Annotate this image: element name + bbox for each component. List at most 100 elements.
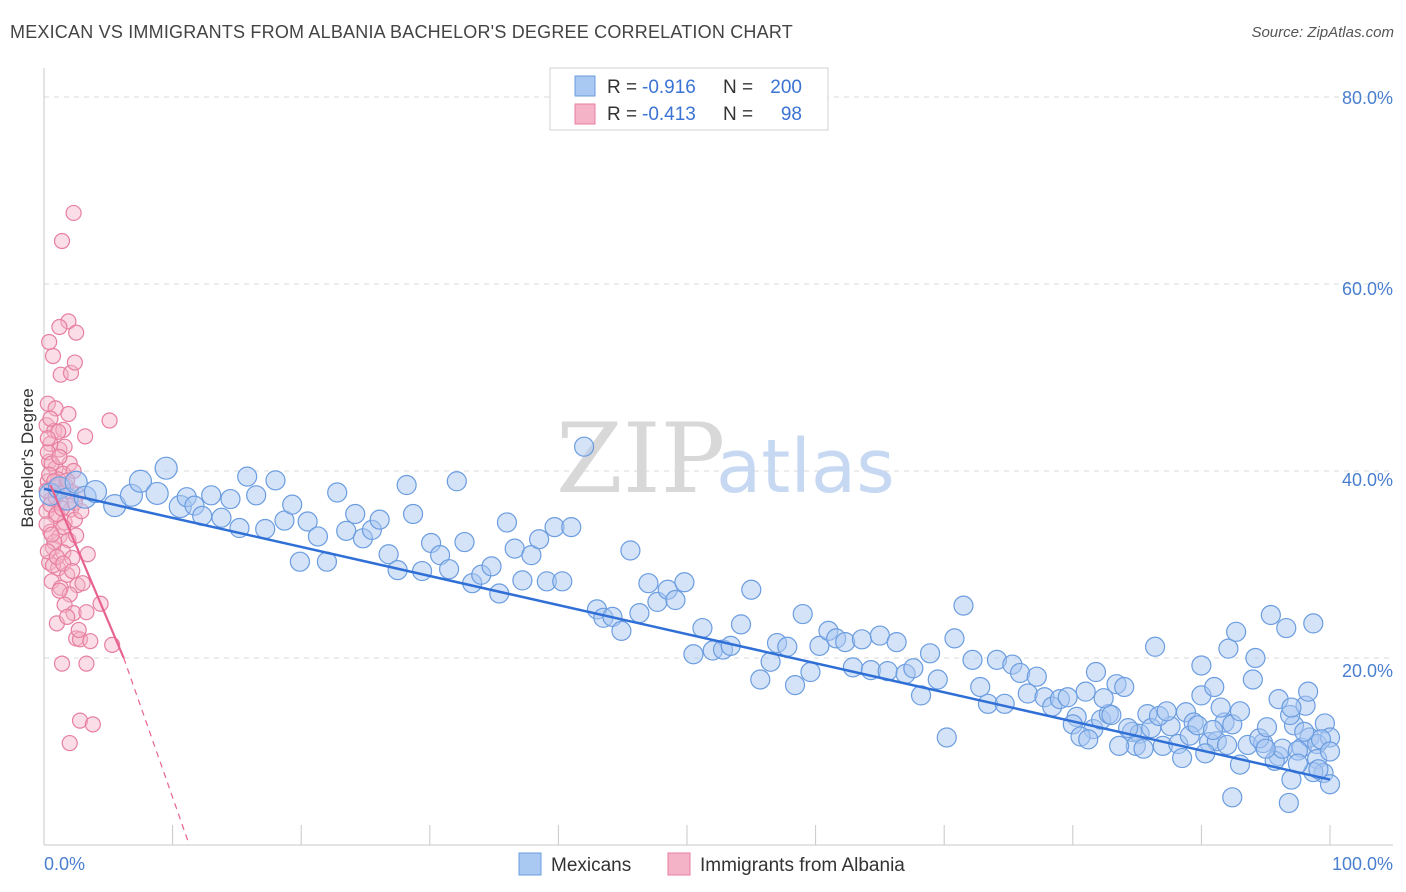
mexicans-point [1133,738,1154,759]
mexicans-point [683,644,704,665]
mexicans-point [345,503,366,525]
mexicans-point [927,669,948,690]
mexicans-point [944,628,965,649]
mexicans-point [611,620,632,641]
mexicans-point [809,635,830,656]
albania-point [53,655,71,672]
mexicans-point [1078,729,1099,750]
legend-swatch-albania [574,103,596,125]
mexicans-point [784,675,806,696]
bottom-legend-label-albania: Immigrants from Albania [700,855,905,876]
legend-r-value: -0.916 [642,77,696,98]
grid-lines [44,96,1393,659]
mexicans-point [1101,704,1122,726]
albania-point [39,543,56,560]
mexicans-point [1229,701,1251,722]
mexicans-point [145,481,169,506]
series-mexicans [38,436,1341,814]
mexicans-point [665,589,686,611]
albania-point [61,734,78,752]
mexicans-point [750,669,771,690]
mexicans-point [1222,787,1243,808]
mexicans-point [446,471,467,492]
mexicans-point [369,509,390,530]
albania-point [38,516,55,533]
mexicans-point [629,603,650,624]
mexicans-point [574,436,595,457]
watermark: ZIP atlas [556,403,895,515]
legend-r-value: -0.413 [642,104,696,125]
mexicans-point [327,482,348,503]
mexicans-point [289,551,311,572]
y-tick-label: 40.0% [1342,470,1393,490]
mexicans-point [1075,681,1096,702]
mexicans-point [1303,613,1324,634]
mexicans-point [741,579,762,600]
bottom-legend-swatch-mexicans [518,852,542,876]
mexicans-point [936,727,957,748]
mexicans-point [211,507,232,528]
mexicans-point [800,661,821,683]
mexicans-point [1191,655,1212,676]
albania-point [41,333,58,351]
albania-point [78,604,95,621]
albania-point [51,448,68,466]
mexicans-point [674,572,695,593]
y-tick-label: 20.0% [1342,661,1393,681]
albania-point [82,633,99,650]
mexicans-point [1017,683,1038,704]
mexicans-point [1260,604,1281,626]
albania-point [64,562,81,580]
albania-point [68,324,85,341]
mexicans-point [851,629,872,650]
legend-n-value: 98 [781,104,802,125]
mexicans-point [1308,759,1329,780]
albania-point [66,511,83,528]
mexicans-point [620,540,641,561]
trend-lines [43,484,1331,846]
mexicans-point [1242,669,1263,690]
mexicans-point [1156,701,1177,722]
mexicans-point [638,573,659,594]
mexicans-point [1026,666,1047,687]
albania-point [44,347,62,365]
mexicans-point [1114,676,1135,698]
y-tick-label: 80.0% [1342,88,1393,108]
mexicans-point [255,518,276,540]
watermark-zip: ZIP [556,403,725,515]
mexicans-point [220,488,241,510]
mexicans-point [411,560,433,582]
mexicans-point [835,632,856,653]
mexicans-point [953,595,974,616]
mexicans-point [454,531,475,553]
mexicans-point [512,570,533,591]
mexicans-point [307,526,329,547]
y-axis-label: Bachelor's Degree [18,388,37,527]
mexicans-point [1218,638,1239,659]
mexicans-point [297,511,318,532]
mexicans-point [481,556,502,577]
albania-point [39,430,56,447]
correlation-legend: R = -0.916 N = 200 R = -0.413 N = 98 [549,67,829,131]
albania-point [84,716,101,733]
mexicans-point [402,503,424,525]
mexicans-point [552,571,573,592]
albania-point [51,318,68,336]
mexicans-point [529,529,550,550]
albania-point [44,557,62,574]
mexicans-point [1255,738,1276,759]
albania-trend-line [49,484,125,659]
mexicans-point [903,658,924,679]
mexicans-point [128,469,153,493]
mexicans-point [1276,617,1297,639]
mexicans-point [730,614,752,635]
mexicans-point [1202,719,1224,741]
mexicans-point [792,603,813,625]
mexicans-point [1009,662,1031,684]
mexicans-point [154,456,178,480]
mexicans-point [1145,636,1166,657]
bottom-legend-swatch-albania [667,852,691,876]
mexicans-point [1226,621,1247,642]
legend-n-value: 200 [770,77,802,98]
